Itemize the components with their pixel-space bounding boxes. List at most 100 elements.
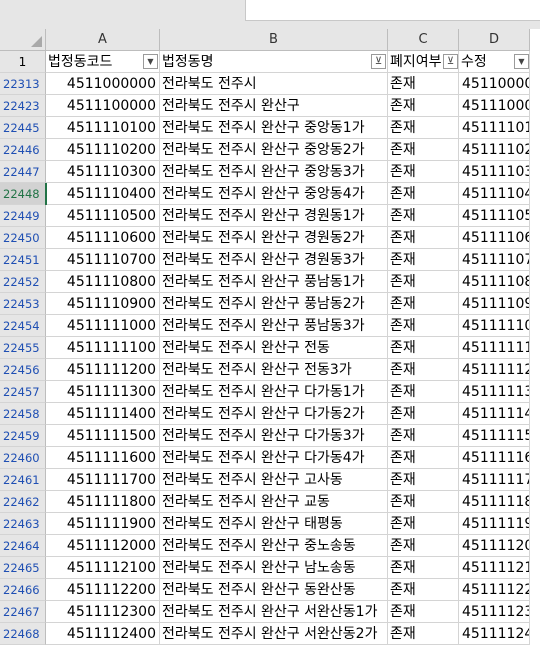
cell-revised[interactable]: 45110000	[459, 73, 530, 95]
cell-name[interactable]: 전라북도 전주시 완산구 풍남동1가	[160, 271, 388, 293]
row-header[interactable]: 22313	[0, 73, 46, 95]
cell-status[interactable]: 존재	[388, 73, 459, 95]
cell-code[interactable]: 4511110600	[46, 227, 160, 249]
cell-revised[interactable]: 45111120	[459, 535, 530, 557]
cell-status[interactable]: 존재	[388, 601, 459, 623]
cell-code[interactable]: 4511112200	[46, 579, 160, 601]
cell-name[interactable]: 전라북도 전주시 완산구 동완산동	[160, 579, 388, 601]
cell-code[interactable]: 4511112000	[46, 535, 160, 557]
cell-name[interactable]: 전라북도 전주시 완산구 교동	[160, 491, 388, 513]
row-header[interactable]: 22457	[0, 381, 46, 403]
row-header[interactable]: 22453	[0, 293, 46, 315]
cell-status[interactable]: 존재	[388, 337, 459, 359]
cell-status[interactable]: 존재	[388, 579, 459, 601]
cell-revised[interactable]: 45111123	[459, 601, 530, 623]
header-cell-name[interactable]: 법정동명	[160, 51, 388, 73]
cell-revised[interactable]: 45111104	[459, 183, 530, 205]
cell-code[interactable]: 4511110700	[46, 249, 160, 271]
row-header[interactable]: 22452	[0, 271, 46, 293]
cell-revised[interactable]: 45111121	[459, 557, 530, 579]
cell-revised[interactable]: 45111111	[459, 337, 530, 359]
cell-status[interactable]: 존재	[388, 227, 459, 249]
cell-name[interactable]: 전라북도 전주시 완산구 풍남동2가	[160, 293, 388, 315]
cell-name[interactable]: 전라북도 전주시 완산구 태평동	[160, 513, 388, 535]
row-header[interactable]: 22456	[0, 359, 46, 381]
cell-code[interactable]: 4511111200	[46, 359, 160, 381]
cell-status[interactable]: 존재	[388, 535, 459, 557]
cell-name[interactable]: 전라북도 전주시 완산구 중앙동1가	[160, 117, 388, 139]
cell-code[interactable]: 4511100000	[46, 95, 160, 117]
cell-revised[interactable]: 45111107	[459, 249, 530, 271]
cell-code[interactable]: 4511110400	[46, 183, 160, 205]
select-all-corner[interactable]	[0, 29, 46, 51]
cell-code[interactable]: 4511112400	[46, 623, 160, 645]
cell-code[interactable]: 4511110900	[46, 293, 160, 315]
cell-code[interactable]: 4511111300	[46, 381, 160, 403]
cell-code[interactable]: 4511111900	[46, 513, 160, 535]
cell-name[interactable]: 전라북도 전주시 완산구 서완산동2가	[160, 623, 388, 645]
cell-code[interactable]: 4511000000	[46, 73, 160, 95]
cell-name[interactable]: 전라북도 전주시 완산구 경원동2가	[160, 227, 388, 249]
cell-code[interactable]: 4511110500	[46, 205, 160, 227]
cell-status[interactable]: 존재	[388, 183, 459, 205]
cell-name[interactable]: 전라북도 전주시 완산구 남노송동	[160, 557, 388, 579]
cell-code[interactable]: 4511111500	[46, 425, 160, 447]
cell-name[interactable]: 전라북도 전주시 완산구 풍남동3가	[160, 315, 388, 337]
cell-name[interactable]: 전라북도 전주시 완산구 전동	[160, 337, 388, 359]
cell-status[interactable]: 존재	[388, 425, 459, 447]
cell-code[interactable]: 4511111400	[46, 403, 160, 425]
filter-dropdown-icon[interactable]: ▼	[514, 54, 529, 69]
cell-status[interactable]: 존재	[388, 623, 459, 645]
cell-status[interactable]: 존재	[388, 557, 459, 579]
row-header[interactable]: 22466	[0, 579, 46, 601]
cell-revised[interactable]: 45111117	[459, 469, 530, 491]
row-header[interactable]: 22445	[0, 117, 46, 139]
row-header[interactable]: 22448	[0, 183, 46, 205]
cell-name[interactable]: 전라북도 전주시 완산구 경원동1가	[160, 205, 388, 227]
cell-revised[interactable]: 45111103	[459, 161, 530, 183]
cell-status[interactable]: 존재	[388, 249, 459, 271]
cell-revised[interactable]: 45111101	[459, 117, 530, 139]
cell-status[interactable]: 존재	[388, 447, 459, 469]
cell-revised[interactable]: 45111122	[459, 579, 530, 601]
row-header[interactable]: 22462	[0, 491, 46, 513]
cell-code[interactable]: 4511110800	[46, 271, 160, 293]
cell-code[interactable]: 4511111100	[46, 337, 160, 359]
cell-status[interactable]: 존재	[388, 315, 459, 337]
cell-status[interactable]: 존재	[388, 381, 459, 403]
cell-revised[interactable]: 45111114	[459, 403, 530, 425]
row-header[interactable]: 22423	[0, 95, 46, 117]
row-header[interactable]: 22446	[0, 139, 46, 161]
cell-code[interactable]: 4511112100	[46, 557, 160, 579]
cell-code[interactable]: 4511110200	[46, 139, 160, 161]
row-header[interactable]: 22465	[0, 557, 46, 579]
row-header[interactable]: 22454	[0, 315, 46, 337]
row-header[interactable]: 22460	[0, 447, 46, 469]
cell-code[interactable]: 4511112300	[46, 601, 160, 623]
row-header[interactable]: 22458	[0, 403, 46, 425]
cell-revised[interactable]: 45111108	[459, 271, 530, 293]
row-header[interactable]: 22449	[0, 205, 46, 227]
header-cell-code[interactable]: 법정동코드	[46, 51, 160, 73]
cell-name[interactable]: 전라북도 전주시 완산구 중노송동	[160, 535, 388, 557]
cell-status[interactable]: 존재	[388, 403, 459, 425]
filter-active-icon[interactable]: ⊻	[443, 54, 458, 69]
column-header-b[interactable]: B	[160, 29, 388, 51]
cell-revised[interactable]: 45111102	[459, 139, 530, 161]
cell-code[interactable]: 4511111700	[46, 469, 160, 491]
cell-status[interactable]: 존재	[388, 205, 459, 227]
cell-status[interactable]: 존재	[388, 491, 459, 513]
row-header[interactable]: 22447	[0, 161, 46, 183]
column-header-a[interactable]: A	[46, 29, 160, 51]
cell-status[interactable]: 존재	[388, 293, 459, 315]
cell-status[interactable]: 존재	[388, 139, 459, 161]
row-header[interactable]: 1	[0, 51, 46, 73]
formula-input[interactable]	[245, 0, 540, 21]
column-header-d[interactable]: D	[459, 29, 530, 51]
cell-revised[interactable]: 45111106	[459, 227, 530, 249]
cell-revised[interactable]: 45111112	[459, 359, 530, 381]
filter-dropdown-icon[interactable]: ▼	[143, 54, 158, 69]
cell-code[interactable]: 4511111000	[46, 315, 160, 337]
cell-status[interactable]: 존재	[388, 271, 459, 293]
row-header[interactable]: 22463	[0, 513, 46, 535]
